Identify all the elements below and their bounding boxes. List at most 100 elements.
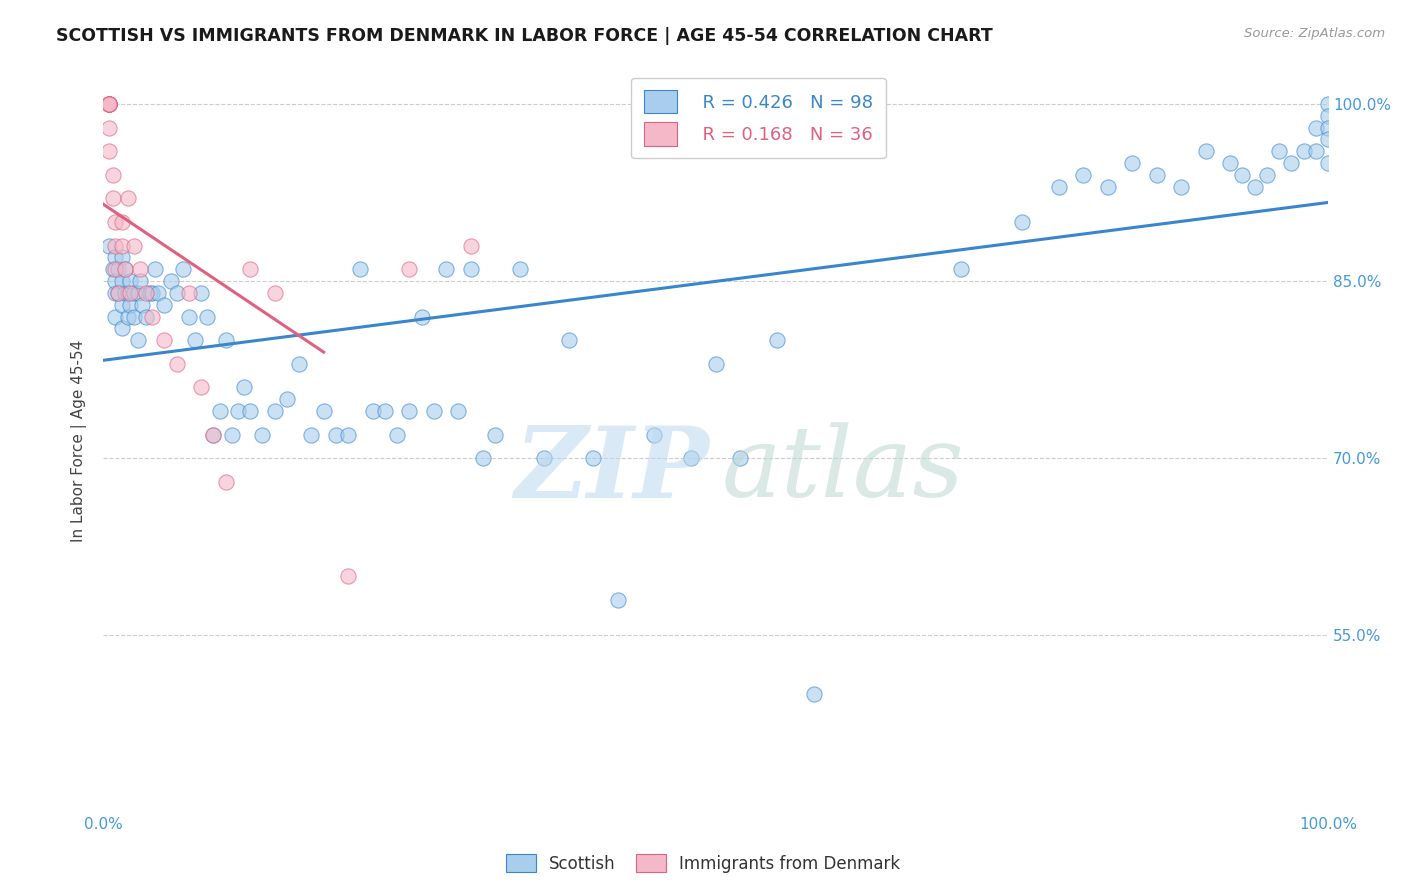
- Point: [110, 274, 132, 288]
- Point: [122, 285, 145, 300]
- Point: [98, 97, 121, 112]
- Point: [98, 120, 121, 135]
- Point: [252, 427, 274, 442]
- Point: [1232, 168, 1254, 182]
- Legend: Scottish, Immigrants from Denmark: Scottish, Immigrants from Denmark: [499, 847, 907, 880]
- Point: [104, 285, 127, 300]
- Point: [98, 144, 121, 158]
- Point: [239, 262, 262, 277]
- Point: [117, 310, 139, 324]
- Point: [114, 262, 136, 277]
- Point: [98, 97, 121, 112]
- Point: [166, 285, 188, 300]
- Point: [98, 97, 121, 112]
- Point: [110, 298, 132, 312]
- Point: [177, 310, 200, 324]
- Point: [385, 427, 408, 442]
- Point: [110, 321, 132, 335]
- Point: [1317, 132, 1340, 146]
- Point: [1317, 97, 1340, 112]
- Point: [208, 404, 231, 418]
- Text: Source: ZipAtlas.com: Source: ZipAtlas.com: [1244, 27, 1385, 40]
- Point: [1170, 179, 1192, 194]
- Point: [374, 404, 396, 418]
- Point: [153, 333, 176, 347]
- Point: [104, 262, 127, 277]
- Point: [447, 404, 470, 418]
- Point: [120, 298, 142, 312]
- Point: [1195, 144, 1218, 158]
- Point: [276, 392, 298, 407]
- Point: [263, 404, 285, 418]
- Point: [135, 310, 157, 324]
- Point: [104, 310, 127, 324]
- Point: [98, 97, 121, 112]
- Point: [606, 593, 628, 607]
- Point: [104, 238, 127, 252]
- Point: [239, 404, 262, 418]
- Point: [127, 333, 149, 347]
- Point: [766, 333, 789, 347]
- Point: [107, 262, 129, 277]
- Point: [98, 238, 121, 252]
- Point: [728, 451, 751, 466]
- Point: [221, 427, 243, 442]
- Point: [949, 262, 972, 277]
- Point: [98, 97, 121, 112]
- Point: [141, 310, 163, 324]
- Point: [349, 262, 371, 277]
- Point: [533, 451, 555, 466]
- Point: [129, 262, 152, 277]
- Point: [159, 274, 181, 288]
- Point: [122, 310, 145, 324]
- Point: [148, 285, 170, 300]
- Point: [411, 310, 433, 324]
- Point: [141, 285, 163, 300]
- Y-axis label: In Labor Force | Age 45-54: In Labor Force | Age 45-54: [72, 339, 87, 541]
- Point: [361, 404, 384, 418]
- Point: [1256, 168, 1278, 182]
- Point: [1268, 144, 1291, 158]
- Point: [120, 285, 142, 300]
- Point: [1317, 109, 1340, 123]
- Point: [127, 285, 149, 300]
- Point: [104, 274, 127, 288]
- Point: [104, 215, 127, 229]
- Point: [135, 285, 157, 300]
- Point: [681, 451, 703, 466]
- Point: [509, 262, 531, 277]
- Point: [263, 285, 285, 300]
- Point: [1279, 156, 1302, 170]
- Point: [1317, 156, 1340, 170]
- Point: [704, 357, 727, 371]
- Point: [1219, 156, 1241, 170]
- Point: [202, 427, 225, 442]
- Point: [202, 427, 225, 442]
- Point: [117, 285, 139, 300]
- Point: [337, 427, 360, 442]
- Point: [184, 333, 207, 347]
- Point: [114, 262, 136, 277]
- Point: [1243, 179, 1265, 194]
- Point: [484, 427, 506, 442]
- Point: [1305, 144, 1327, 158]
- Point: [471, 451, 494, 466]
- Text: ZIP: ZIP: [515, 422, 710, 518]
- Point: [190, 285, 212, 300]
- Point: [98, 97, 121, 112]
- Point: [131, 298, 153, 312]
- Point: [1146, 168, 1168, 182]
- Point: [434, 262, 457, 277]
- Point: [557, 333, 579, 347]
- Point: [114, 285, 136, 300]
- Point: [582, 451, 605, 466]
- Point: [643, 427, 665, 442]
- Point: [1071, 168, 1094, 182]
- Point: [122, 238, 145, 252]
- Point: [215, 333, 238, 347]
- Point: [195, 310, 218, 324]
- Point: [1121, 156, 1143, 170]
- Point: [110, 215, 132, 229]
- Point: [101, 262, 124, 277]
- Point: [190, 380, 212, 394]
